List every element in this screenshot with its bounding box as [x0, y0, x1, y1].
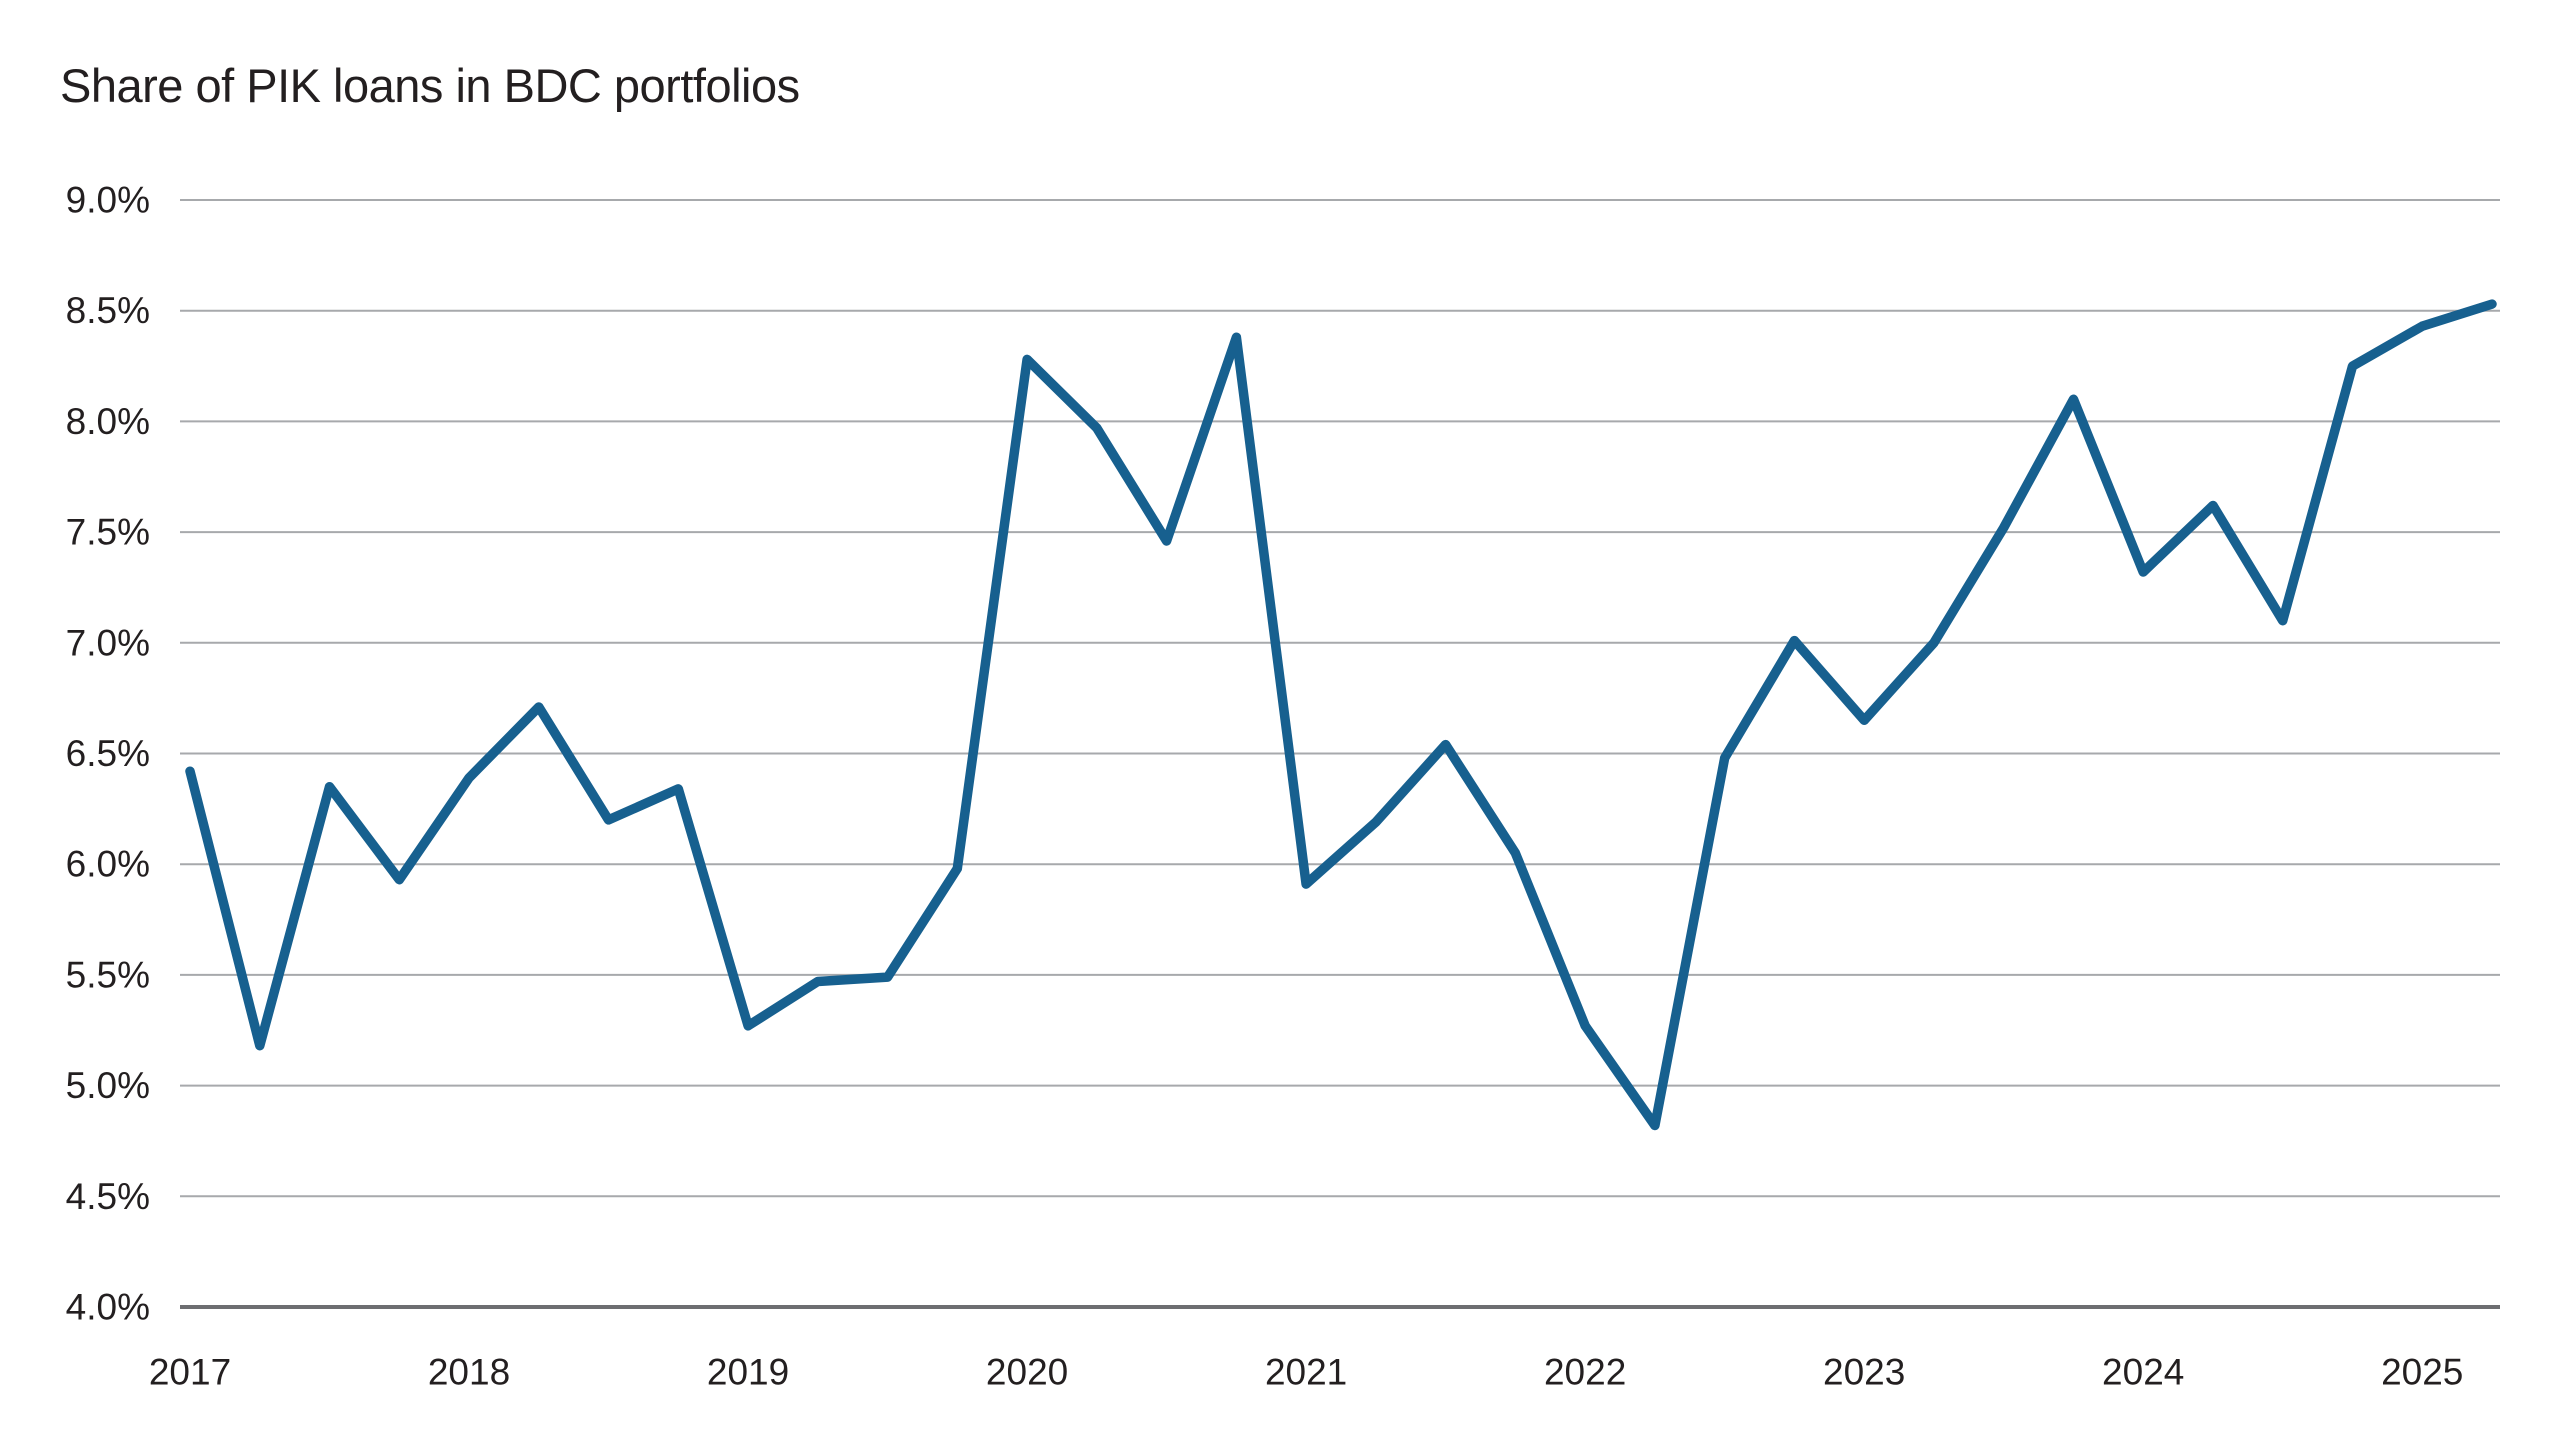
x-tick-label: 2020	[986, 1352, 1068, 1393]
y-tick-label: 4.0%	[66, 1287, 150, 1328]
x-tick-label: 2022	[1544, 1352, 1626, 1393]
x-tick-label: 2025	[2381, 1352, 2463, 1393]
y-tick-label: 5.0%	[66, 1065, 150, 1106]
x-tick-label: 2024	[2102, 1352, 2184, 1393]
y-tick-label: 8.5%	[66, 290, 150, 331]
x-tick-label: 2021	[1265, 1352, 1347, 1393]
y-tick-label: 6.5%	[66, 733, 150, 774]
y-tick-label: 6.0%	[66, 844, 150, 885]
y-tick-label: 9.0%	[66, 180, 150, 221]
y-tick-label: 5.5%	[66, 954, 150, 995]
y-tick-label: 8.0%	[66, 401, 150, 442]
y-tick-label: 7.5%	[66, 512, 150, 553]
pik-share-line-series	[185, 299, 2497, 1131]
y-tick-label: 7.0%	[66, 622, 150, 663]
x-tick-label: 2019	[707, 1352, 789, 1393]
x-tick-label: 2018	[428, 1352, 510, 1393]
chart-title: Share of PIK loans in BDC portfolios	[60, 59, 800, 112]
y-tick-label: 4.5%	[66, 1176, 150, 1217]
x-tick-label: 2023	[1823, 1352, 1905, 1393]
x-tick-label: 2017	[149, 1352, 231, 1393]
